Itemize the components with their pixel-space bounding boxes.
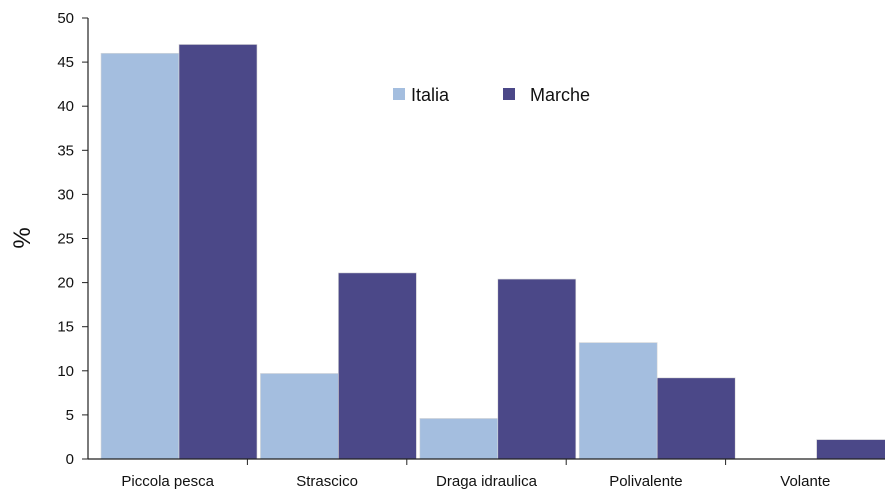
bar-italia-2: [420, 418, 498, 459]
x-axis-labels: Piccola pesca Strascico Draga idraulica Pol…: [121, 473, 830, 490]
bar-marche-3: [657, 378, 735, 459]
bar-marche-1: [338, 273, 416, 459]
y-tick-label: 10: [57, 363, 74, 380]
bars: [101, 44, 885, 459]
bar-marche-4: [817, 440, 885, 459]
category-label: Volante: [780, 473, 830, 490]
y-tick-label: 35: [57, 142, 74, 159]
y-tick-label: 30: [57, 186, 74, 203]
bar-marche-2: [498, 279, 576, 459]
bar-italia-1: [260, 373, 338, 459]
bar-italia-3: [579, 343, 657, 459]
bar-italia-0: [101, 53, 179, 459]
y-tick-label: 0: [66, 451, 74, 468]
y-axis-ticks: 0 5 10 15 20 25 30 35 40 45 50: [57, 10, 88, 468]
y-tick-label: 45: [57, 54, 74, 71]
legend-swatch-marche: [503, 88, 515, 100]
legend: Italia Marche: [393, 85, 590, 105]
bar-marche-0: [179, 44, 257, 459]
y-tick-label: 5: [66, 407, 74, 424]
legend-label-italia: Italia: [411, 85, 450, 105]
category-label: Draga idraulica: [436, 473, 538, 490]
y-tick-label: 25: [57, 231, 74, 248]
y-axis-title: %: [9, 227, 36, 248]
legend-swatch-italia: [393, 88, 405, 100]
y-tick-label: 50: [57, 10, 74, 27]
y-tick-label: 40: [57, 98, 74, 115]
category-label: Polivalente: [609, 473, 682, 490]
category-label: Piccola pesca: [121, 473, 214, 490]
y-tick-label: 15: [57, 319, 74, 336]
y-tick-label: 20: [57, 275, 74, 292]
category-label: Strascico: [296, 473, 358, 490]
legend-label-marche: Marche: [530, 85, 590, 105]
